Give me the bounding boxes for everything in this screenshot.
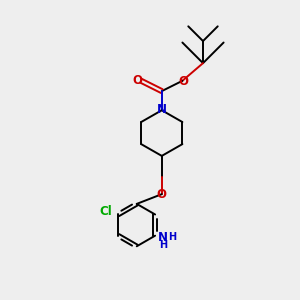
Text: H: H <box>159 240 167 250</box>
Text: Cl: Cl <box>100 205 112 218</box>
Text: O: O <box>133 74 142 87</box>
Text: O: O <box>178 75 188 88</box>
Text: H: H <box>168 232 176 242</box>
Text: O: O <box>156 188 166 201</box>
Text: N: N <box>158 231 168 244</box>
Text: N: N <box>157 103 167 116</box>
